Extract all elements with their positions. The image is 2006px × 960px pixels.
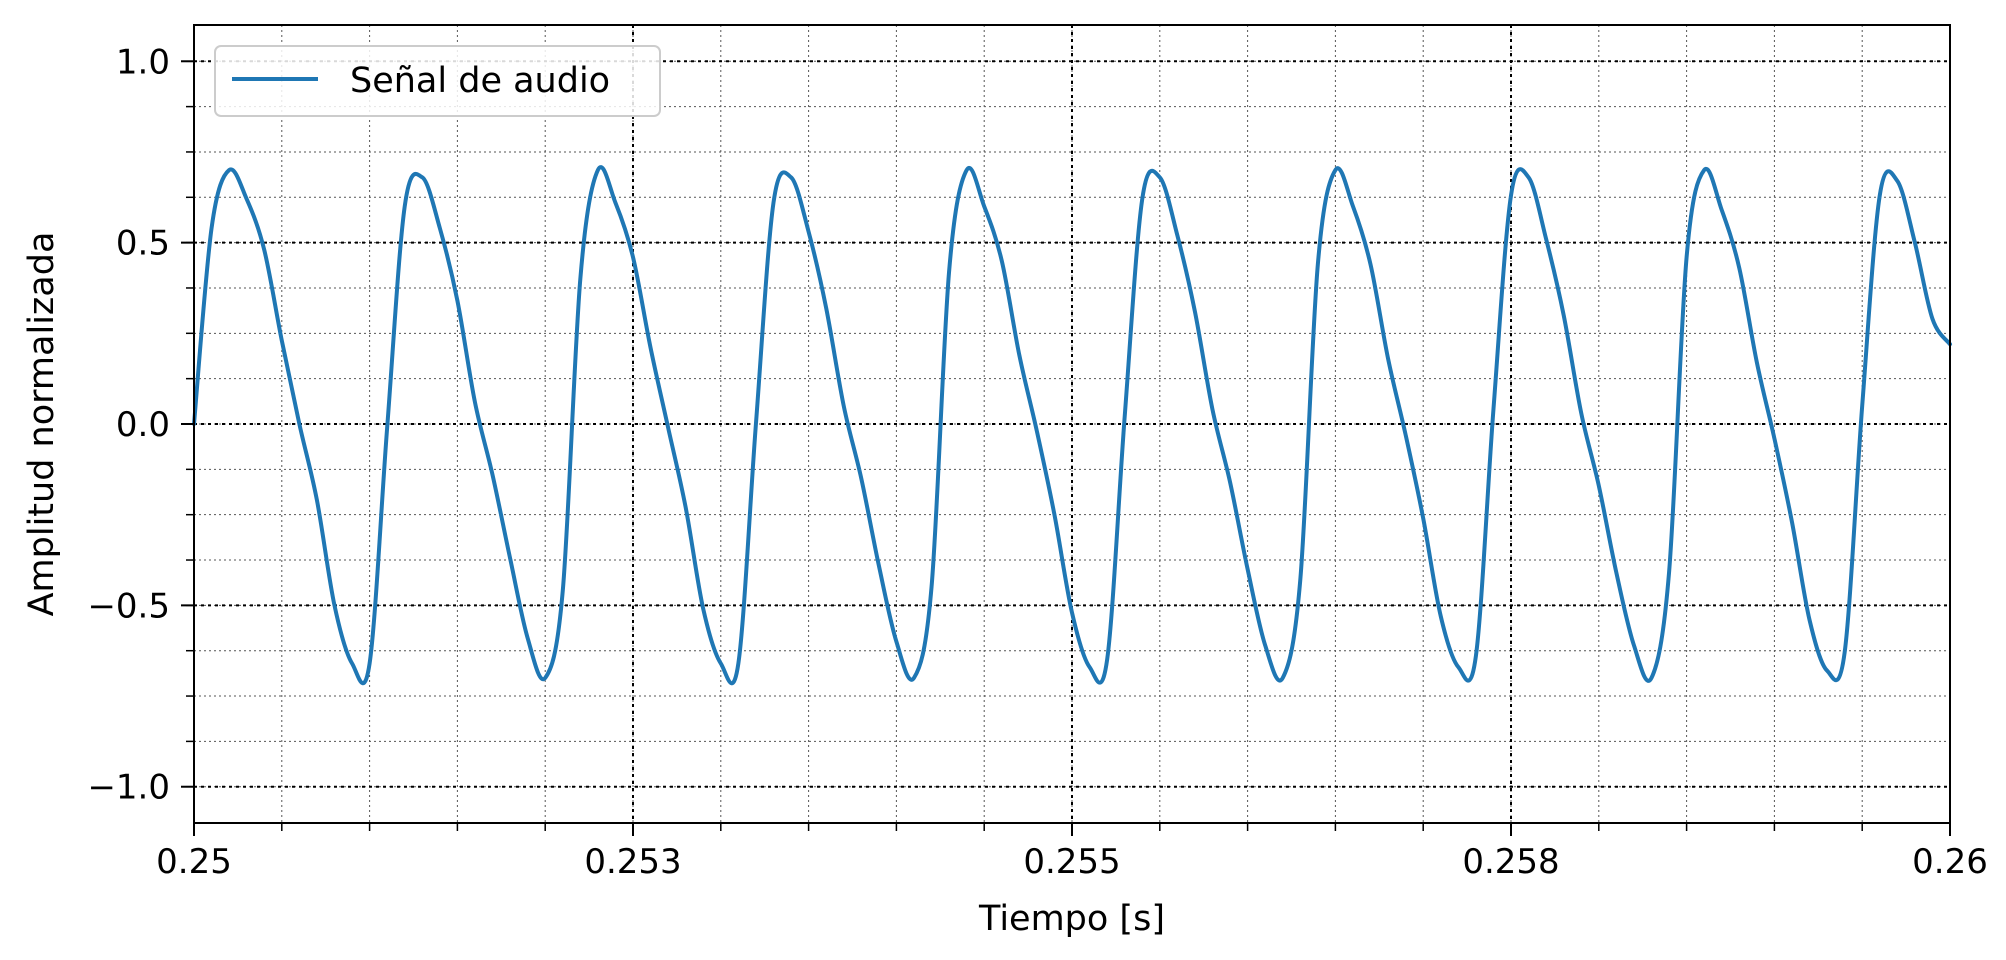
y-tick-label: −0.5 [87, 586, 170, 626]
axis-ticks [181, 60, 1951, 836]
x-axis-title: Tiempo [s] [978, 899, 1165, 939]
x-tick-label: 0.25 [156, 842, 232, 882]
legend: Señal de audio [214, 45, 661, 117]
y-tick-label: 1.0 [116, 42, 170, 82]
x-tick-label: 0.258 [1462, 842, 1559, 882]
x-tick-label: 0.255 [1023, 842, 1120, 882]
y-tick-label: 0.0 [116, 405, 170, 445]
legend-box [214, 45, 661, 117]
y-tick-label: −1.0 [87, 768, 170, 808]
x-tick-labels: 0.25 0.253 0.255 0.258 0.26 [156, 842, 1988, 882]
legend-label: Señal de audio [350, 61, 610, 101]
y-tick-label: 0.5 [116, 224, 170, 264]
y-tick-labels: −1.0 −0.5 0.0 0.5 1.0 [87, 42, 170, 807]
x-tick-label: 0.26 [1912, 842, 1988, 882]
series-line [192, 165, 1952, 686]
x-tick-label: 0.253 [584, 842, 681, 882]
series-layer [192, 165, 1952, 686]
y-axis-title: Amplitud normalizada [22, 232, 62, 617]
